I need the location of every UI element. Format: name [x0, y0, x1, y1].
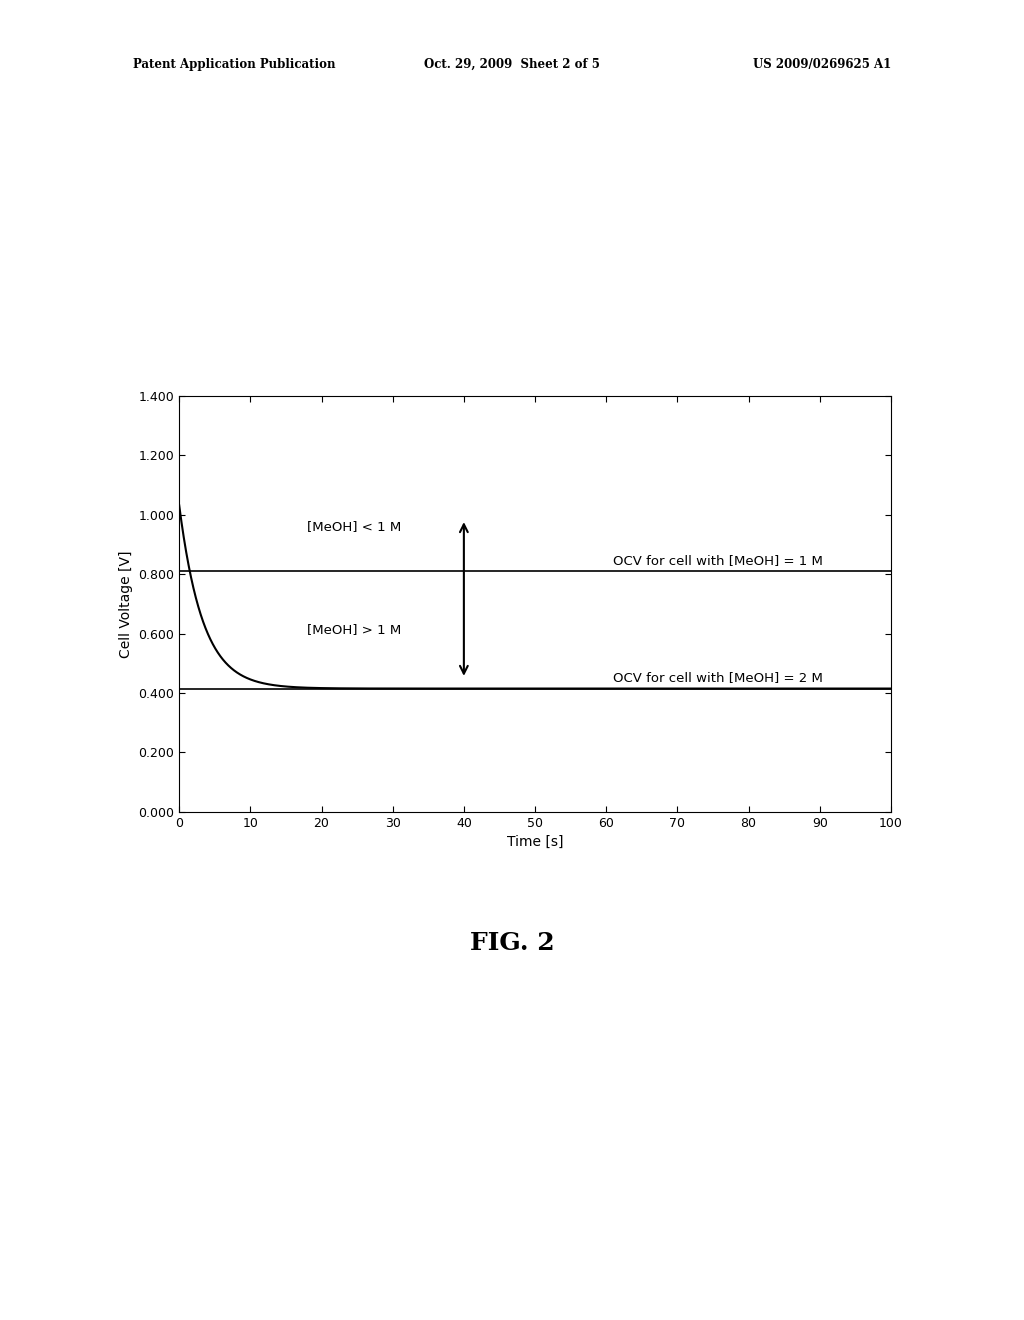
Text: US 2009/0269625 A1: US 2009/0269625 A1	[753, 58, 891, 71]
X-axis label: Time [s]: Time [s]	[507, 836, 563, 849]
Text: OCV for cell with [MeOH] = 2 M: OCV for cell with [MeOH] = 2 M	[613, 671, 823, 684]
Text: Patent Application Publication: Patent Application Publication	[133, 58, 336, 71]
Text: Oct. 29, 2009  Sheet 2 of 5: Oct. 29, 2009 Sheet 2 of 5	[424, 58, 600, 71]
Text: [MeOH] > 1 M: [MeOH] > 1 M	[307, 623, 401, 636]
Text: [MeOH] < 1 M: [MeOH] < 1 M	[307, 520, 401, 533]
Text: FIG. 2: FIG. 2	[470, 931, 554, 954]
Text: OCV for cell with [MeOH] = 1 M: OCV for cell with [MeOH] = 1 M	[613, 554, 823, 566]
Y-axis label: Cell Voltage [V]: Cell Voltage [V]	[119, 550, 133, 657]
